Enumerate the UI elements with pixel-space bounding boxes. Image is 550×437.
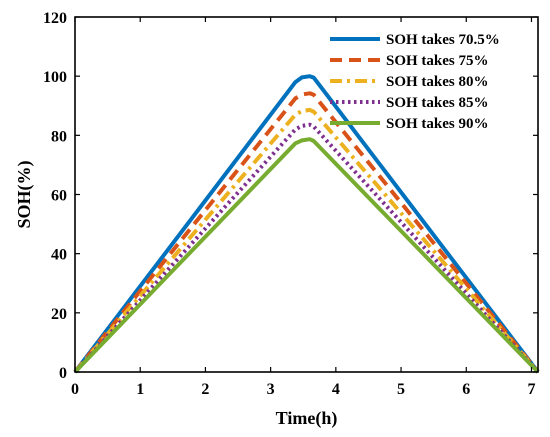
series-line-3 [73,107,540,374]
x-tick-label: 0 [71,381,79,398]
series-line-5 [73,137,540,374]
series-line-1 [73,74,540,374]
x-tick-label: 4 [332,381,340,398]
y-tick-label: 100 [43,69,67,86]
x-tick-label: 6 [462,381,470,398]
legend-label-2: SOH takes 75% [386,53,489,69]
x-tick-label: 3 [267,381,275,398]
y-tick-label: 20 [51,306,67,323]
y-tick-label: 0 [59,365,67,382]
legend-label-1: SOH takes 70.5% [386,32,500,48]
y-axis-title: SOH(%) [14,160,35,228]
y-tick-label: 80 [51,128,67,145]
series-line-2 [73,91,540,374]
x-tick-label: 2 [201,381,209,398]
legend-label-3: SOH takes 80% [386,74,489,90]
series-layer [73,74,540,374]
x-tick-label: 7 [527,381,535,398]
x-tick-label: 5 [397,381,405,398]
legend-label-5: SOH takes 90% [386,116,489,132]
legend: SOH takes 70.5% SOH takes 75% SOH takes 80… [330,32,500,132]
series-line-4 [73,122,540,374]
y-tick-label: 40 [51,247,67,264]
plot-frame [74,16,539,373]
x-axis-title: Time(h) [276,408,338,429]
legend-label-4: SOH takes 85% [386,95,489,111]
y-tick-label: 120 [43,10,67,27]
ticks-layer: 0 1 2 3 4 5 6 7 0 20 40 60 80 100 120 [43,10,538,398]
y-tick-label: 60 [51,188,67,205]
x-tick-label: 1 [136,381,144,398]
